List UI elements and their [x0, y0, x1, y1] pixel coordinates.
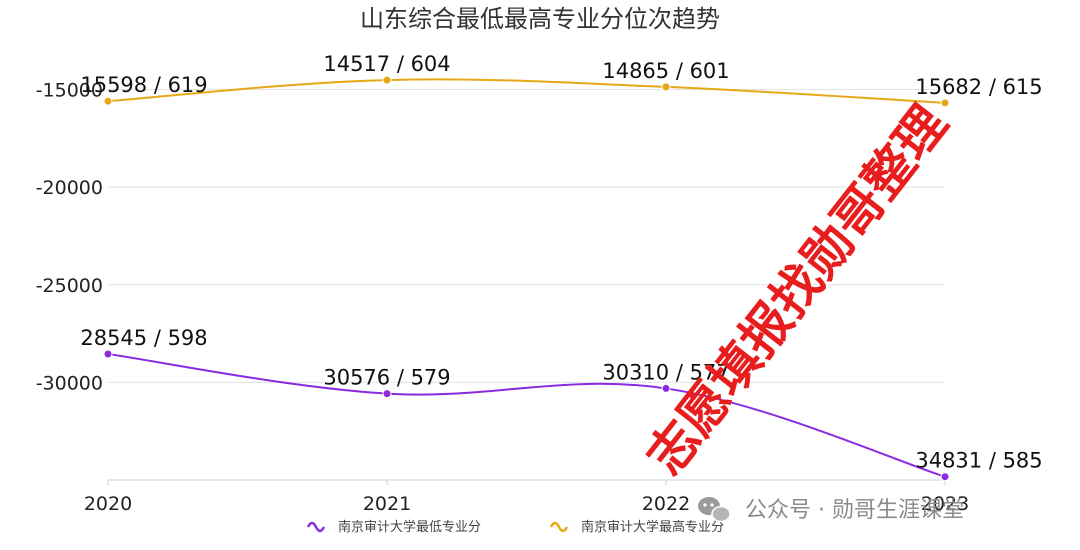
y-tick-label: -30000	[36, 372, 103, 394]
data-point[interactable]	[940, 98, 950, 108]
data-point[interactable]	[103, 96, 113, 106]
chart-title: 山东综合最低最高专业分位次趋势	[360, 5, 720, 33]
data-label: 30576 / 579	[323, 366, 450, 390]
data-point[interactable]	[103, 349, 113, 359]
data-label: 28545 / 598	[80, 326, 207, 350]
data-label: 14865 / 601	[602, 59, 729, 83]
y-tick-label: -20000	[36, 177, 103, 199]
footer: 公众号 · 勋哥生涯课堂	[698, 497, 964, 523]
data-point[interactable]	[661, 383, 671, 393]
series-line-0	[107, 352, 946, 478]
x-tick-label: 2021	[363, 493, 411, 515]
data-label: 14517 / 604	[323, 52, 450, 76]
footer-text: 公众号 · 勋哥生涯课堂	[745, 498, 964, 523]
data-point[interactable]	[661, 82, 671, 92]
series-group: 28545 / 598 30576 / 579 30310 / 577 34831 /…	[80, 52, 1043, 482]
legend-swatch[interactable]	[306, 521, 326, 533]
y-tick-label: -25000	[36, 275, 103, 297]
legend-label[interactable]: 南京审计大学最低专业分	[338, 519, 481, 535]
legend-label[interactable]: 南京审计大学最高专业分	[581, 519, 724, 535]
legend: 南京审计大学最低专业分 南京审计大学最高专业分	[306, 519, 724, 535]
grid	[108, 89, 945, 383]
data-label: 15598 / 619	[80, 73, 207, 97]
y-tick-label: -15000	[36, 80, 103, 102]
x-tick-label: 2022	[642, 493, 690, 515]
data-point[interactable]	[382, 75, 392, 85]
data-point[interactable]	[940, 472, 950, 482]
x-axis-ticks: 2020 2021 2022 2023	[84, 479, 969, 515]
x-tick-label: 2020	[84, 493, 132, 515]
series-line-1	[107, 78, 946, 104]
data-label: 30310 / 577	[602, 360, 729, 384]
watermark: 志愿填报找勋哥整理	[636, 95, 959, 485]
x-tick-label: 2023	[921, 493, 969, 515]
y-axis-ticks: -15000 -20000 -25000 -30000	[36, 80, 103, 395]
data-label: 15682 / 615	[915, 75, 1042, 99]
data-point[interactable]	[382, 389, 392, 399]
data-label: 34831 / 585	[915, 449, 1042, 473]
wechat-icon	[698, 497, 731, 523]
legend-swatch[interactable]	[549, 521, 569, 533]
